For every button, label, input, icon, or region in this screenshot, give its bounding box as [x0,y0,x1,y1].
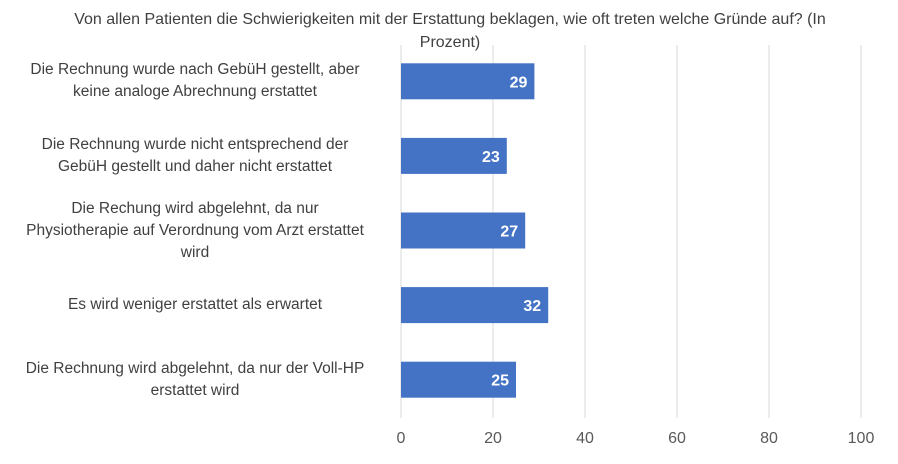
category-label: Die Rechnung wird abgelehnt, da nur der … [25,359,365,399]
category-label: Es wird weniger erstattet als erwartet [67,296,323,314]
bar [401,137,507,174]
category-label: Die Rechung wird abgelehnt, da nur Physi… [26,199,364,261]
chart-title: Von allen Patienten die Schwierigkeiten … [74,11,826,51]
x-tick-label: 40 [576,430,594,447]
data-label: 27 [500,224,518,241]
bar [401,361,516,398]
bar [401,212,526,249]
bar [401,63,535,100]
x-tick-label: 100 [848,430,875,447]
data-label: 25 [491,373,509,390]
x-tick-label: 0 [397,430,406,447]
x-tick-label: 20 [484,430,502,447]
data-label: 32 [523,298,541,315]
x-tick-label: 60 [668,430,686,447]
bar [401,287,549,324]
data-label: 29 [510,74,528,91]
category-label: Die Rechnung wurde nach GebüH gestellt, … [30,61,360,101]
x-tick-label: 80 [760,430,778,447]
data-label: 23 [482,149,500,166]
category-label: Die Rechnung wurde nicht entsprechend de… [41,135,349,175]
